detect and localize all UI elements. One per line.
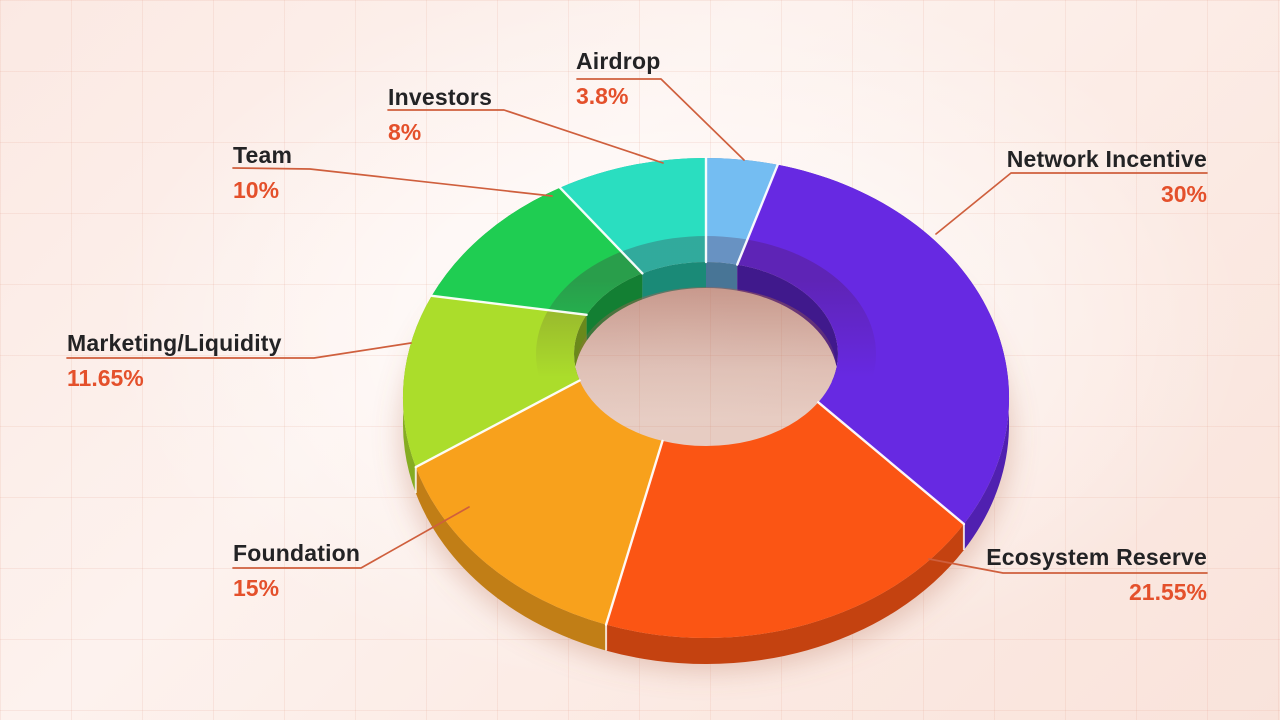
slice-side-foundation: [415, 467, 607, 651]
hole-inner-shadow: [576, 287, 836, 447]
separator-line: [736, 163, 779, 266]
leader-marketing-liquidity: [66, 342, 412, 359]
leader-investors: [387, 109, 664, 164]
slice-label: Airdrop: [576, 48, 661, 74]
slice-innerwall-network-incentive: [737, 264, 838, 382]
slice-percentage: 15%: [233, 575, 280, 601]
slice-percentage: 3.8%: [576, 83, 629, 109]
separator-line: [414, 379, 581, 469]
leader-ecosystem-reserve: [928, 558, 1208, 574]
separator-line: [817, 401, 966, 526]
callout-foundation: Foundation 15%: [233, 540, 360, 600]
slice-label: Foundation: [233, 540, 361, 566]
separator-line: [558, 186, 644, 275]
leader-team: [232, 167, 553, 197]
slice-label: Team: [233, 142, 293, 168]
slice-percentage: 30%: [1160, 181, 1207, 207]
callout-marketing-liquidity: Marketing/Liquidity 11.65%: [67, 330, 282, 390]
callout-investors: Investors 8%: [388, 84, 492, 144]
leader-airdrop: [576, 78, 745, 161]
callout-network-incentive: Network Incentive 30%: [1007, 146, 1207, 206]
slice-label: Marketing/Liquidity: [67, 330, 282, 356]
leader-network-incentive: [935, 172, 1208, 235]
slice-innerwall-airdrop: [706, 262, 738, 291]
slice-innerwall-investors: [642, 262, 706, 300]
callout-airdrop: Airdrop 3.8%: [576, 48, 660, 108]
callout-team: Team 10%: [233, 142, 292, 202]
slice-percentage: 21.55%: [1128, 579, 1207, 605]
slice-separators: [414, 156, 966, 651]
callout-ecosystem-reserve: Ecosystem Reserve 21.55%: [986, 544, 1207, 604]
slice-side-ecosystem-reserve: [606, 524, 964, 665]
slice-label: Investors: [388, 84, 493, 110]
separator-line: [430, 294, 588, 316]
slice-percentage: 10%: [233, 177, 280, 203]
separator-line: [604, 439, 664, 626]
leader-foundation: [232, 506, 470, 569]
slice-percentage: 11.65%: [67, 365, 144, 391]
slice-percentage: 8%: [388, 119, 422, 145]
slice-label: Network Incentive: [1006, 146, 1207, 172]
slice-label: Ecosystem Reserve: [986, 544, 1207, 570]
